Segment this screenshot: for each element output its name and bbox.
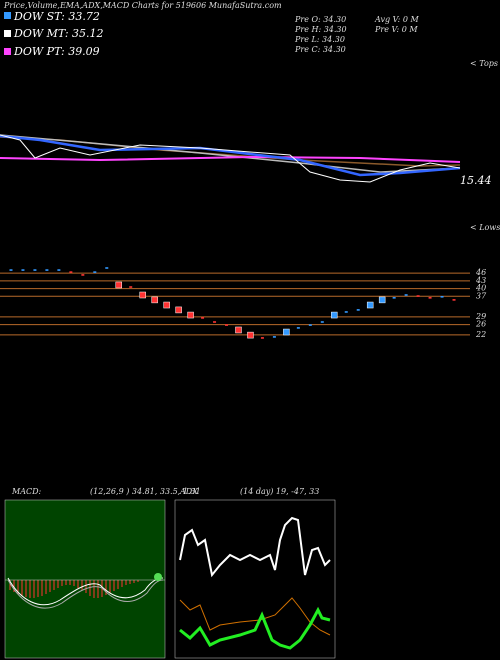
info: Pre V: 0 M xyxy=(374,25,418,34)
legend-swatch xyxy=(4,30,11,37)
macd-marker xyxy=(154,573,162,581)
candle xyxy=(452,299,456,301)
macd-values: (12,26,9 ) 34.81, 33.5, 1.31 xyxy=(90,487,201,496)
candle xyxy=(235,326,242,334)
candle xyxy=(139,291,146,299)
candle xyxy=(45,269,49,271)
level-label: 43 xyxy=(475,276,486,285)
candle xyxy=(296,327,300,329)
candle xyxy=(378,296,386,304)
candle xyxy=(163,301,170,309)
level-label: 26 xyxy=(475,320,486,329)
adx-values: (14 day) 19, -47, 33 xyxy=(240,487,319,496)
legend-label: DOW MT: 35.12 xyxy=(13,27,104,40)
candle xyxy=(129,286,133,288)
adx-panel xyxy=(174,499,336,659)
candle xyxy=(201,317,205,319)
lows-label: < Lows xyxy=(470,223,500,232)
candle xyxy=(308,324,312,326)
candle xyxy=(247,331,254,339)
candle xyxy=(440,296,444,298)
info: Pre O: 34.30 xyxy=(294,15,346,24)
candle xyxy=(331,311,338,319)
candle xyxy=(428,297,432,299)
candle xyxy=(187,311,194,319)
candle xyxy=(115,281,122,289)
candle xyxy=(213,321,217,323)
price-label: 15.44 xyxy=(460,174,492,187)
chart-title: Price,Volume,EMA,ADX,MACD Charts for 519… xyxy=(3,1,282,10)
candle xyxy=(283,328,290,336)
candle xyxy=(151,296,158,304)
candle xyxy=(33,269,37,271)
candle xyxy=(21,269,25,271)
info: Avg V: 0 M xyxy=(374,15,419,24)
candle xyxy=(57,269,61,271)
macd-panel xyxy=(4,499,166,659)
candle xyxy=(320,321,324,323)
macd-histogram xyxy=(9,580,139,598)
level-label: 37 xyxy=(476,291,487,300)
candle xyxy=(105,267,109,269)
info: Pre C: 34.30 xyxy=(294,45,346,54)
candle xyxy=(416,295,420,297)
level-label: 46 xyxy=(475,268,486,277)
candle xyxy=(9,269,13,271)
adx-lines xyxy=(179,516,331,650)
legend-swatch xyxy=(4,12,11,19)
legend-label: DOW ST: 33.72 xyxy=(13,10,100,23)
candle xyxy=(225,324,229,326)
candle xyxy=(366,301,374,309)
level-label: 40 xyxy=(475,284,486,293)
candle xyxy=(272,336,276,338)
candle xyxy=(356,309,360,311)
ema-lines xyxy=(0,134,461,183)
legend-swatch xyxy=(4,48,11,55)
macd-lines xyxy=(7,577,164,609)
info: Pre L: 34.30 xyxy=(294,35,345,44)
info: Pre H: 34.30 xyxy=(294,25,347,34)
candle xyxy=(81,274,85,276)
macd-label: MACD: xyxy=(11,487,42,496)
candle xyxy=(260,337,264,339)
level-label: 22 xyxy=(475,330,486,339)
adx-label: ADX xyxy=(179,487,198,496)
legend-label: DOW PT: 39.09 xyxy=(13,45,100,58)
candle xyxy=(93,271,97,273)
candle xyxy=(392,297,396,299)
candle xyxy=(175,306,182,314)
candle xyxy=(69,271,73,273)
candle xyxy=(404,294,408,296)
candle xyxy=(344,311,348,313)
level-label: 29 xyxy=(475,312,486,321)
tops-label: < Tops xyxy=(470,59,498,68)
